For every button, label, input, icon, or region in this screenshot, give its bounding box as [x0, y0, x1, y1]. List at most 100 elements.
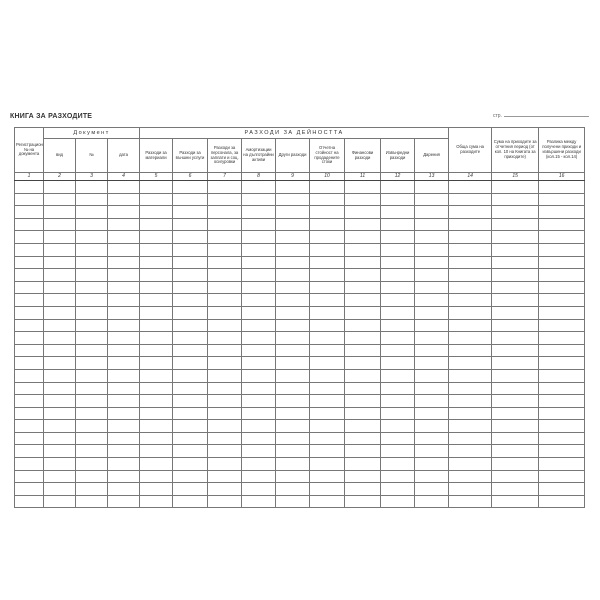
entry-cell[interactable] — [106, 469, 141, 484]
entry-cell[interactable] — [43, 356, 76, 370]
entry-cell[interactable] — [75, 242, 108, 257]
entry-cell[interactable] — [380, 457, 416, 471]
entry-cell[interactable] — [75, 192, 108, 207]
entry-cell[interactable] — [538, 293, 586, 307]
entry-cell[interactable] — [380, 217, 416, 232]
entry-cell[interactable] — [241, 242, 277, 257]
entry-cell[interactable] — [309, 444, 346, 459]
entry-cell[interactable] — [448, 205, 493, 219]
entry-cell[interactable] — [380, 318, 416, 333]
entry-cell[interactable] — [172, 444, 209, 459]
entry-cell[interactable] — [309, 457, 346, 471]
entry-cell[interactable] — [106, 230, 141, 244]
entry-cell[interactable] — [106, 318, 141, 333]
entry-cell[interactable] — [139, 293, 174, 307]
entry-cell[interactable] — [344, 305, 382, 320]
entry-cell[interactable] — [14, 356, 44, 370]
entry-cell[interactable] — [414, 180, 450, 194]
entry-cell[interactable] — [275, 280, 311, 295]
entry-cell[interactable] — [344, 381, 382, 396]
entry-cell[interactable] — [75, 431, 108, 446]
entry-cell[interactable] — [14, 230, 44, 244]
entry-cell[interactable] — [380, 469, 416, 484]
entry-cell[interactable] — [14, 494, 44, 509]
entry-cell[interactable] — [448, 343, 493, 358]
entry-cell[interactable] — [448, 268, 493, 282]
entry-cell[interactable] — [380, 394, 416, 408]
entry-cell[interactable] — [538, 457, 586, 471]
entry-cell[interactable] — [139, 280, 174, 295]
entry-cell[interactable] — [207, 205, 243, 219]
entry-cell[interactable] — [414, 205, 450, 219]
entry-cell[interactable] — [538, 444, 586, 459]
entry-cell[interactable] — [106, 444, 141, 459]
entry-cell[interactable] — [207, 406, 243, 421]
entry-cell[interactable] — [75, 331, 108, 345]
entry-cell[interactable] — [538, 230, 586, 244]
entry-cell[interactable] — [414, 356, 450, 370]
entry-cell[interactable] — [43, 305, 76, 320]
entry-cell[interactable] — [43, 293, 76, 307]
entry-cell[interactable] — [448, 444, 493, 459]
entry-cell[interactable] — [207, 230, 243, 244]
entry-cell[interactable] — [275, 494, 311, 509]
entry-cell[interactable] — [207, 331, 243, 345]
entry-cell[interactable] — [380, 444, 416, 459]
entry-cell[interactable] — [241, 280, 277, 295]
entry-cell[interactable] — [538, 406, 586, 421]
entry-cell[interactable] — [309, 343, 346, 358]
entry-cell[interactable] — [380, 280, 416, 295]
entry-cell[interactable] — [448, 318, 493, 333]
entry-cell[interactable] — [344, 343, 382, 358]
entry-cell[interactable] — [106, 268, 141, 282]
entry-cell[interactable] — [207, 242, 243, 257]
entry-cell[interactable] — [448, 217, 493, 232]
entry-cell[interactable] — [139, 482, 174, 496]
entry-cell[interactable] — [380, 431, 416, 446]
entry-cell[interactable] — [491, 343, 540, 358]
entry-cell[interactable] — [275, 180, 311, 194]
entry-cell[interactable] — [275, 431, 311, 446]
entry-cell[interactable] — [14, 469, 44, 484]
entry-cell[interactable] — [75, 217, 108, 232]
entry-cell[interactable] — [75, 180, 108, 194]
entry-cell[interactable] — [538, 318, 586, 333]
entry-cell[interactable] — [491, 242, 540, 257]
entry-cell[interactable] — [207, 305, 243, 320]
entry-cell[interactable] — [275, 469, 311, 484]
entry-cell[interactable] — [491, 205, 540, 219]
entry-cell[interactable] — [241, 381, 277, 396]
entry-cell[interactable] — [207, 469, 243, 484]
entry-cell[interactable] — [414, 268, 450, 282]
entry-cell[interactable] — [14, 318, 44, 333]
entry-cell[interactable] — [241, 494, 277, 509]
entry-cell[interactable] — [448, 242, 493, 257]
entry-cell[interactable] — [14, 242, 44, 257]
entry-cell[interactable] — [43, 192, 76, 207]
entry-cell[interactable] — [241, 268, 277, 282]
entry-cell[interactable] — [380, 381, 416, 396]
entry-cell[interactable] — [309, 356, 346, 370]
entry-cell[interactable] — [275, 293, 311, 307]
entry-cell[interactable] — [309, 293, 346, 307]
entry-cell[interactable] — [380, 356, 416, 370]
entry-cell[interactable] — [172, 242, 209, 257]
entry-cell[interactable] — [207, 180, 243, 194]
entry-cell[interactable] — [172, 217, 209, 232]
entry-cell[interactable] — [207, 419, 243, 433]
entry-cell[interactable] — [491, 394, 540, 408]
entry-cell[interactable] — [275, 356, 311, 370]
entry-cell[interactable] — [380, 494, 416, 509]
entry-cell[interactable] — [275, 457, 311, 471]
entry-cell[interactable] — [380, 192, 416, 207]
entry-cell[interactable] — [491, 255, 540, 270]
entry-cell[interactable] — [414, 406, 450, 421]
entry-cell[interactable] — [43, 482, 76, 496]
entry-cell[interactable] — [139, 394, 174, 408]
entry-cell[interactable] — [139, 343, 174, 358]
entry-cell[interactable] — [491, 381, 540, 396]
entry-cell[interactable] — [43, 255, 76, 270]
entry-cell[interactable] — [207, 482, 243, 496]
entry-cell[interactable] — [75, 230, 108, 244]
entry-cell[interactable] — [43, 494, 76, 509]
